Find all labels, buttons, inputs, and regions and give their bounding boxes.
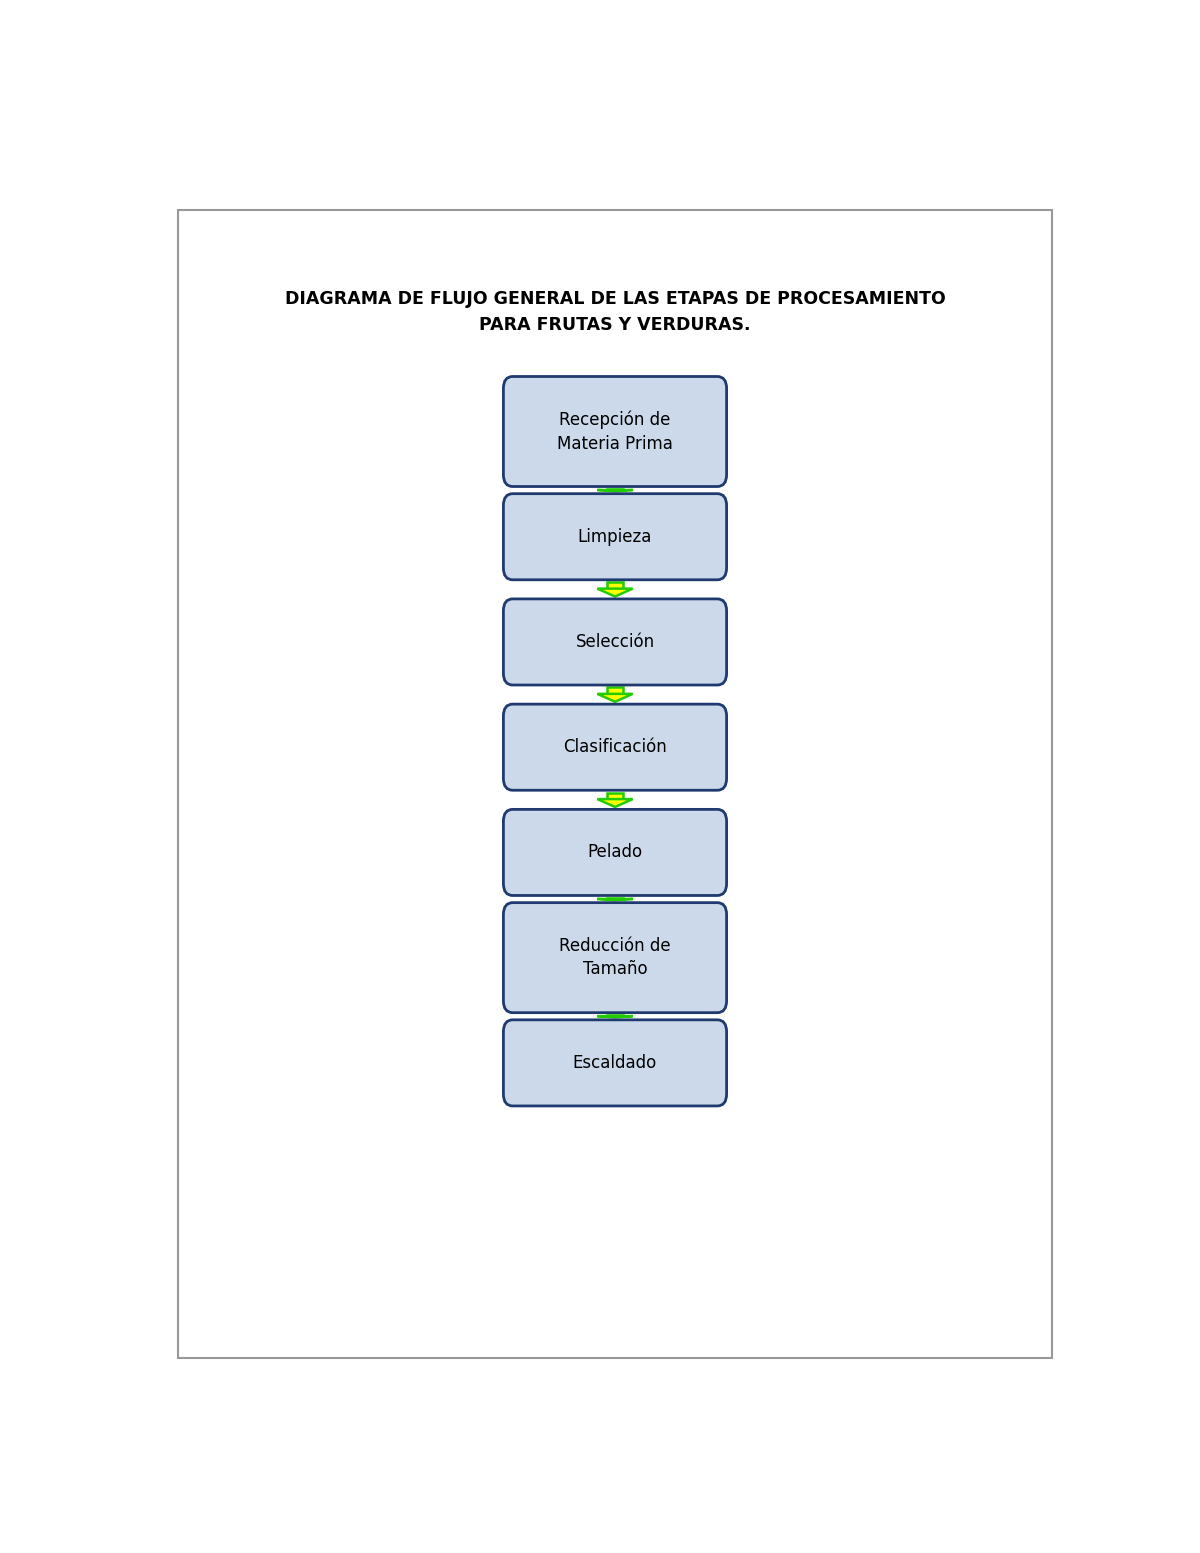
Text: Reducción de
Tamaño: Reducción de Tamaño [559, 936, 671, 978]
Polygon shape [598, 800, 632, 808]
Text: Recepción de
Materia Prima: Recepción de Materia Prima [557, 410, 673, 452]
FancyBboxPatch shape [504, 902, 727, 1013]
FancyBboxPatch shape [504, 494, 727, 579]
Text: PARA FRUTAS Y VERDURAS.: PARA FRUTAS Y VERDURAS. [479, 317, 751, 334]
Polygon shape [607, 792, 623, 800]
Text: Limpieza: Limpieza [578, 528, 652, 545]
FancyBboxPatch shape [504, 809, 727, 896]
Text: Clasificación: Clasificación [563, 738, 667, 756]
Text: Pelado: Pelado [588, 843, 642, 862]
Text: DIAGRAMA DE FLUJO GENERAL DE LAS ETAPAS DE PROCESAMIENTO: DIAGRAMA DE FLUJO GENERAL DE LAS ETAPAS … [284, 290, 946, 307]
FancyBboxPatch shape [504, 599, 727, 685]
FancyBboxPatch shape [504, 1020, 727, 1106]
Polygon shape [598, 589, 632, 596]
Polygon shape [598, 694, 632, 702]
Text: Escaldado: Escaldado [572, 1054, 658, 1072]
FancyBboxPatch shape [178, 210, 1052, 1359]
Text: Selección: Selección [576, 634, 654, 651]
FancyBboxPatch shape [504, 376, 727, 486]
Polygon shape [607, 688, 623, 694]
FancyBboxPatch shape [504, 704, 727, 790]
Polygon shape [607, 582, 623, 589]
